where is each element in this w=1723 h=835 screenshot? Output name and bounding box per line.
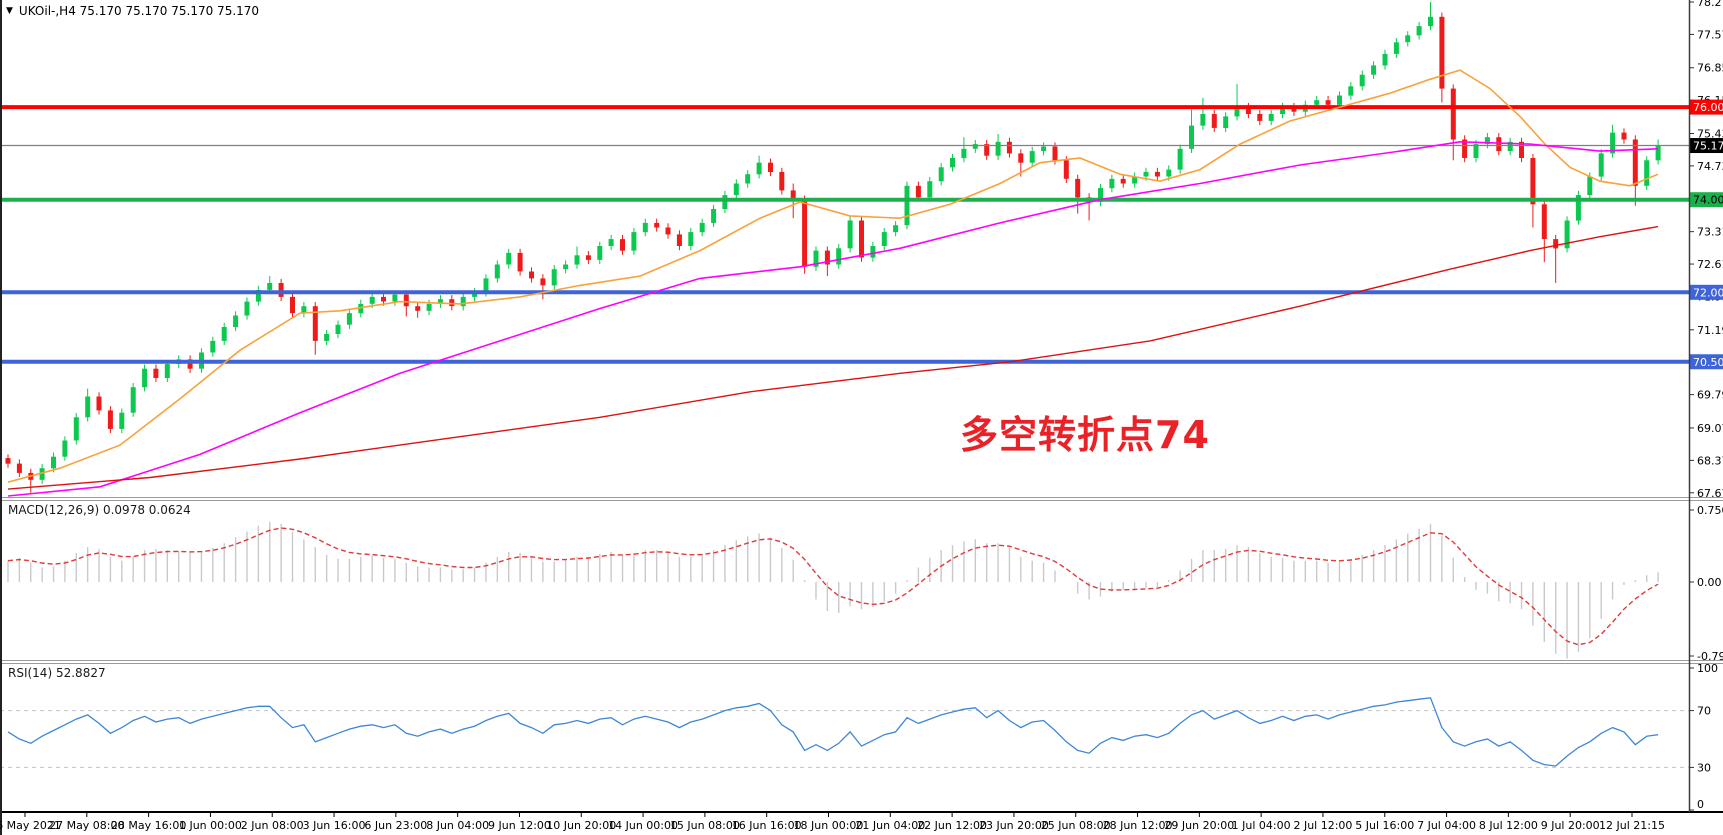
time-tick-label: 16 Jun 16:00 — [732, 819, 802, 832]
ma-fast-line — [7, 69, 1659, 483]
time-tick-label: 26 May 2021 — [0, 819, 61, 832]
price-tick-label: 74.730 — [1697, 160, 1723, 173]
symbol-info-bar: ▼ UKOil-,H4 75.170 75.170 75.170 75.170 — [6, 4, 259, 18]
time-tick-label: 8 Jun 04:00 — [426, 819, 489, 832]
time-tick-label: 2 Jul 12:00 — [1293, 819, 1352, 832]
macd-values: 0.0978 0.0624 — [102, 503, 191, 517]
time-tick-label: 28 May 16:00 — [111, 819, 186, 832]
price-tick-label: 77.570 — [1697, 28, 1723, 41]
time-tick-label: 22 Jun 12:00 — [917, 819, 987, 832]
price-tick-label: 68.370 — [1697, 454, 1723, 467]
price-tick-label: 78.270 — [1697, 0, 1723, 9]
time-tick-label: 25 Jun 08:00 — [1041, 819, 1111, 832]
rsi-line — [7, 697, 1659, 767]
time-axis-area[interactable] — [0, 812, 1723, 835]
time-tick-label: 23 Jun 20:00 — [979, 819, 1049, 832]
price-tick-label: 76.850 — [1697, 62, 1723, 75]
time-tick-label: 29 Jun 20:00 — [1164, 819, 1234, 832]
time-tick-label: 27 May 08:00 — [49, 819, 124, 832]
candles-layer — [5, 2, 1661, 493]
time-tick-label: 28 Jun 12:00 — [1103, 819, 1173, 832]
price-tick-label: 67.670 — [1697, 487, 1723, 500]
price-marker-box — [1690, 138, 1723, 154]
time-tick-label: 9 Jun 12:00 — [488, 819, 551, 832]
macd-tick-label: -0.7918 — [1697, 650, 1723, 663]
time-tick-label: 8 Jul 12:00 — [1479, 819, 1538, 832]
price-axis-area[interactable] — [1689, 0, 1723, 812]
price-tick-label: 72.610 — [1697, 258, 1723, 271]
price-tick-label: 73.310 — [1697, 226, 1723, 239]
chart-text-annotation[interactable]: 多空转折点74 — [960, 413, 1210, 457]
time-tick-label: 1 Jul 04:00 — [1232, 819, 1291, 832]
price-marker-box — [1690, 99, 1723, 115]
rsi-tick-label: 30 — [1697, 761, 1711, 774]
price-marker-label: 76.000 — [1693, 101, 1723, 114]
time-tick-label: 6 Jun 23:00 — [364, 819, 427, 832]
main-plot-area[interactable] — [0, 0, 1689, 497]
price-marker-box — [1690, 192, 1723, 208]
time-tick-label: 10 Jun 20:00 — [546, 819, 616, 832]
price-marker-label: 72.000 — [1693, 286, 1723, 299]
ma-slow-line — [7, 225, 1659, 490]
time-tick-label: 14 Jun 00:00 — [608, 819, 678, 832]
rsi-tick-label: 0 — [1697, 798, 1704, 811]
time-tick-label: 18 Jun 00:00 — [794, 819, 864, 832]
price-tick-label: 69.070 — [1697, 422, 1723, 435]
price-marker-box — [1690, 284, 1723, 300]
price-marker-label: 70.500 — [1693, 356, 1723, 369]
macd-layer — [7, 521, 1659, 659]
time-tick-label: 15 Jun 08:00 — [670, 819, 740, 832]
rsi-indicator-label: RSI(14) 52.8827 — [8, 666, 106, 680]
symbol-ohlc-text: UKOil-,H4 75.170 75.170 75.170 75.170 — [18, 4, 260, 18]
time-tick-label: 7 Jul 04:00 — [1417, 819, 1476, 832]
price-tick-label: 69.790 — [1697, 389, 1723, 402]
time-tick-label: 3 Jun 16:00 — [303, 819, 366, 832]
rsi-tick-label: 70 — [1697, 705, 1711, 718]
rsi-value: 52.8827 — [55, 666, 106, 680]
rsi-plot-area[interactable] — [0, 663, 1689, 812]
rsi-tick-label: 100 — [1697, 662, 1718, 675]
time-tick-label: 21 Jun 04:00 — [855, 819, 925, 832]
price-marker-label: 74.000 — [1693, 194, 1723, 207]
macd-signal-line — [7, 527, 1659, 646]
ma-mid-line — [7, 140, 1659, 497]
time-tick-label: 5 Jul 16:00 — [1355, 819, 1414, 832]
macd-tick-label: 0.7507 — [1697, 504, 1723, 517]
macd-plot-area[interactable] — [0, 500, 1689, 660]
macd-indicator-label: MACD(12,26,9) 0.0978 0.0624 — [8, 503, 191, 517]
price-tick-label: 71.190 — [1697, 324, 1723, 337]
macd-name: MACD(12,26,9) — [8, 503, 100, 517]
time-tick-label: 9 Jul 20:00 — [1541, 819, 1600, 832]
symbol-dropdown-icon[interactable]: ▼ — [6, 5, 13, 16]
time-tick-label: 2 Jun 08:00 — [241, 819, 304, 832]
price-tick-label: 75.430 — [1697, 127, 1723, 140]
macd-tick-label: 0.00 — [1697, 576, 1722, 589]
time-tick-label: 12 Jul 21:15 — [1599, 819, 1665, 832]
time-tick-label: 1 Jun 00:00 — [179, 819, 242, 832]
price-marker-label: 75.170 — [1693, 140, 1723, 153]
price-marker-box — [1690, 354, 1723, 370]
rsi-name: RSI(14) — [8, 666, 53, 680]
